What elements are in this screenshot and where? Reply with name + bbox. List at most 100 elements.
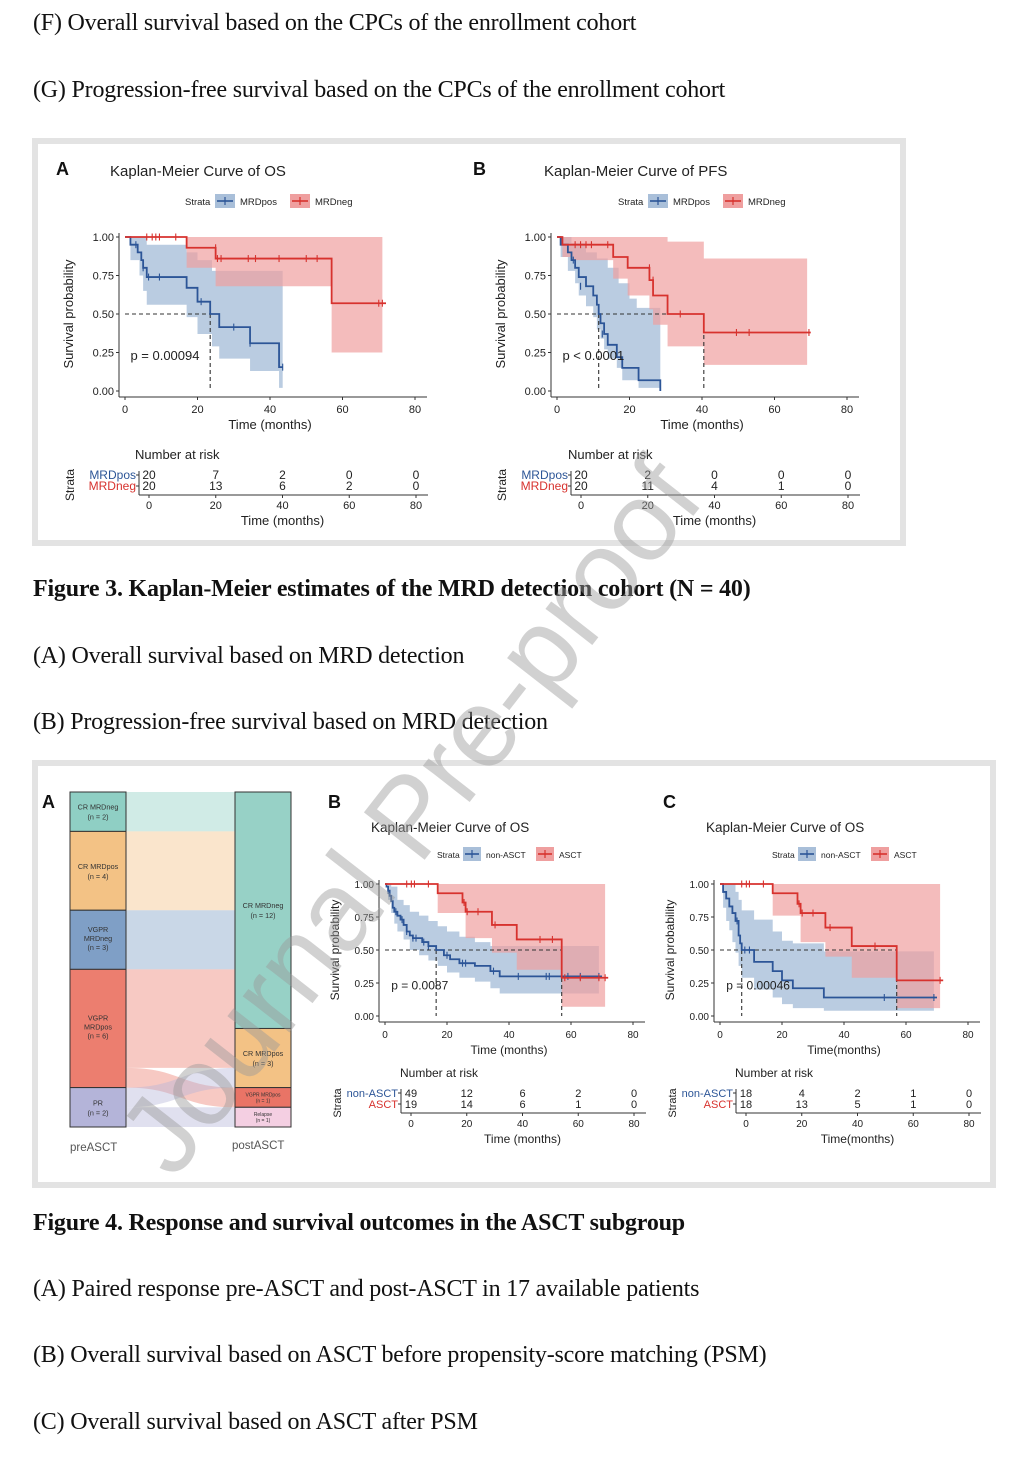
p-value: p < 0.0001	[562, 348, 624, 363]
sankey-flow	[126, 792, 235, 832]
legend-label: MRDpos	[673, 197, 710, 208]
risk-value: 2	[346, 479, 353, 493]
x-axis-label: Time (months)	[228, 417, 311, 432]
fig3-caption-a: (A) Overall survival based on MRD detect…	[33, 643, 465, 669]
x-tick-label: 20	[776, 1030, 788, 1041]
risk-strata-label: Strata	[667, 1087, 679, 1117]
sankey-node-count: (n = 4)	[88, 872, 109, 881]
legend-label: MRDneg	[315, 197, 353, 208]
sankey-axis-label: postASCT	[232, 1140, 284, 1152]
y-tick-label: 1.00	[355, 880, 375, 891]
y-axis-label: Survival probability	[493, 259, 508, 369]
risk-value: 0	[413, 468, 420, 482]
risk-x-tick-label: 20	[461, 1119, 473, 1130]
risk-row-label: ASCT	[704, 1099, 734, 1111]
legend-title: Strata	[618, 197, 644, 208]
chart-title: Kaplan-Meier Curve of OS	[706, 820, 864, 835]
legend-label: non-ASCT	[821, 850, 861, 860]
x-tick-label: 60	[900, 1030, 912, 1041]
risk-value: 6	[519, 1088, 525, 1100]
x-tick-label: 20	[441, 1030, 453, 1041]
risk-value: 0	[413, 479, 420, 493]
sankey-node-left: CR MRDneg(n = 2)	[69, 791, 127, 832]
risk-value: 20	[574, 468, 588, 482]
x-axis-label: Time (months)	[660, 417, 743, 432]
km-curve-asct	[385, 883, 609, 979]
risk-value: 18	[740, 1088, 752, 1100]
risk-row-label: ASCT	[369, 1099, 399, 1111]
risk-x-tick-label: 20	[210, 500, 222, 512]
risk-x-axis-label: Time (months)	[673, 513, 756, 528]
y-tick-label: 0.00	[93, 386, 114, 398]
risk-value: 13	[209, 479, 223, 493]
sankey-node-rect	[69, 1087, 127, 1128]
x-tick-label: 60	[565, 1030, 577, 1041]
risk-x-axis-label: Time(months)	[821, 1132, 895, 1146]
legend-label: ASCT	[894, 850, 917, 860]
risk-value: 13	[796, 1099, 808, 1111]
km-curve-mrdpos	[557, 236, 662, 391]
fig3-caption-b: (B) Progression-free survival based on M…	[33, 709, 548, 735]
y-tick-label: 0.25	[525, 348, 546, 360]
risk-value: 20	[142, 468, 156, 482]
risk-value: 0	[631, 1099, 637, 1111]
y-tick-label: 0.75	[355, 913, 375, 924]
figure-4-panel: A CR MRDneg (n = 2) CR MRDpos (n = 4) VGPR MRD…	[32, 760, 996, 1188]
risk-value: 7	[212, 468, 219, 482]
y-axis-label: Survival probability	[663, 900, 677, 1001]
sankey-flow	[126, 1107, 235, 1127]
risk-x-tick-label: 60	[343, 500, 355, 512]
sankey-node-left: PR(n = 2)	[69, 1087, 127, 1128]
risk-strata-label: Strata	[332, 1087, 344, 1117]
x-tick-label: 60	[336, 404, 348, 416]
label-line: VGPR	[88, 1013, 108, 1022]
y-tick-label: 1.00	[93, 232, 114, 244]
risk-value: 1	[575, 1099, 581, 1111]
y-tick-label: 0.00	[355, 1012, 375, 1023]
y-tick-label: 1.00	[525, 232, 546, 244]
risk-x-tick-label: 0	[408, 1119, 414, 1130]
x-tick-label: 40	[503, 1030, 515, 1041]
text-line-g: (G) Progression-free survival based on t…	[33, 77, 726, 103]
legend: Strata non-ASCT ASCT	[772, 847, 917, 861]
legend-title: Strata	[437, 850, 460, 860]
sankey-node-right: CR MRDneg(n = 12)	[234, 791, 292, 1029]
confidence-band-asct	[720, 884, 941, 1009]
sankey-node-label: CR MRDpos	[78, 862, 119, 871]
sankey-flow	[126, 1028, 235, 1068]
risk-x-tick-label: 60	[908, 1119, 920, 1130]
risk-value: 1	[778, 479, 785, 493]
label-line: MRDpos	[84, 1022, 112, 1031]
risk-x-axis-label: Time (months)	[241, 513, 324, 528]
risk-value: 11	[642, 479, 655, 493]
confidence-band-non-asct	[720, 884, 934, 1011]
sankey-node-rect	[69, 830, 127, 911]
y-tick-label: 0.00	[525, 386, 546, 398]
risk-value: 0	[966, 1099, 972, 1111]
risk-x-tick-label: 20	[642, 500, 654, 512]
risk-strata-label: Strata	[495, 469, 509, 501]
risk-value: 18	[740, 1099, 752, 1111]
risk-x-tick-label: 60	[775, 500, 787, 512]
x-tick-label: 0	[382, 1030, 388, 1041]
legend-label: non-ASCT	[486, 850, 526, 860]
legend-title: Strata	[772, 850, 795, 860]
risk-value: 19	[405, 1099, 417, 1111]
y-tick-label: 0.75	[525, 271, 546, 283]
p-value: p = 0.00094	[130, 348, 199, 363]
y-tick-label: 0.25	[355, 979, 375, 990]
confidence-band-mrdneg	[125, 237, 383, 353]
risk-value: 0	[845, 479, 852, 493]
risk-row-label: MRDneg	[521, 479, 568, 493]
risk-value: 1	[910, 1088, 916, 1100]
sankey-node-count: (n = 3)	[88, 943, 109, 952]
risk-table-title: Number at risk	[135, 447, 220, 462]
risk-x-tick-label: 40	[708, 500, 720, 512]
